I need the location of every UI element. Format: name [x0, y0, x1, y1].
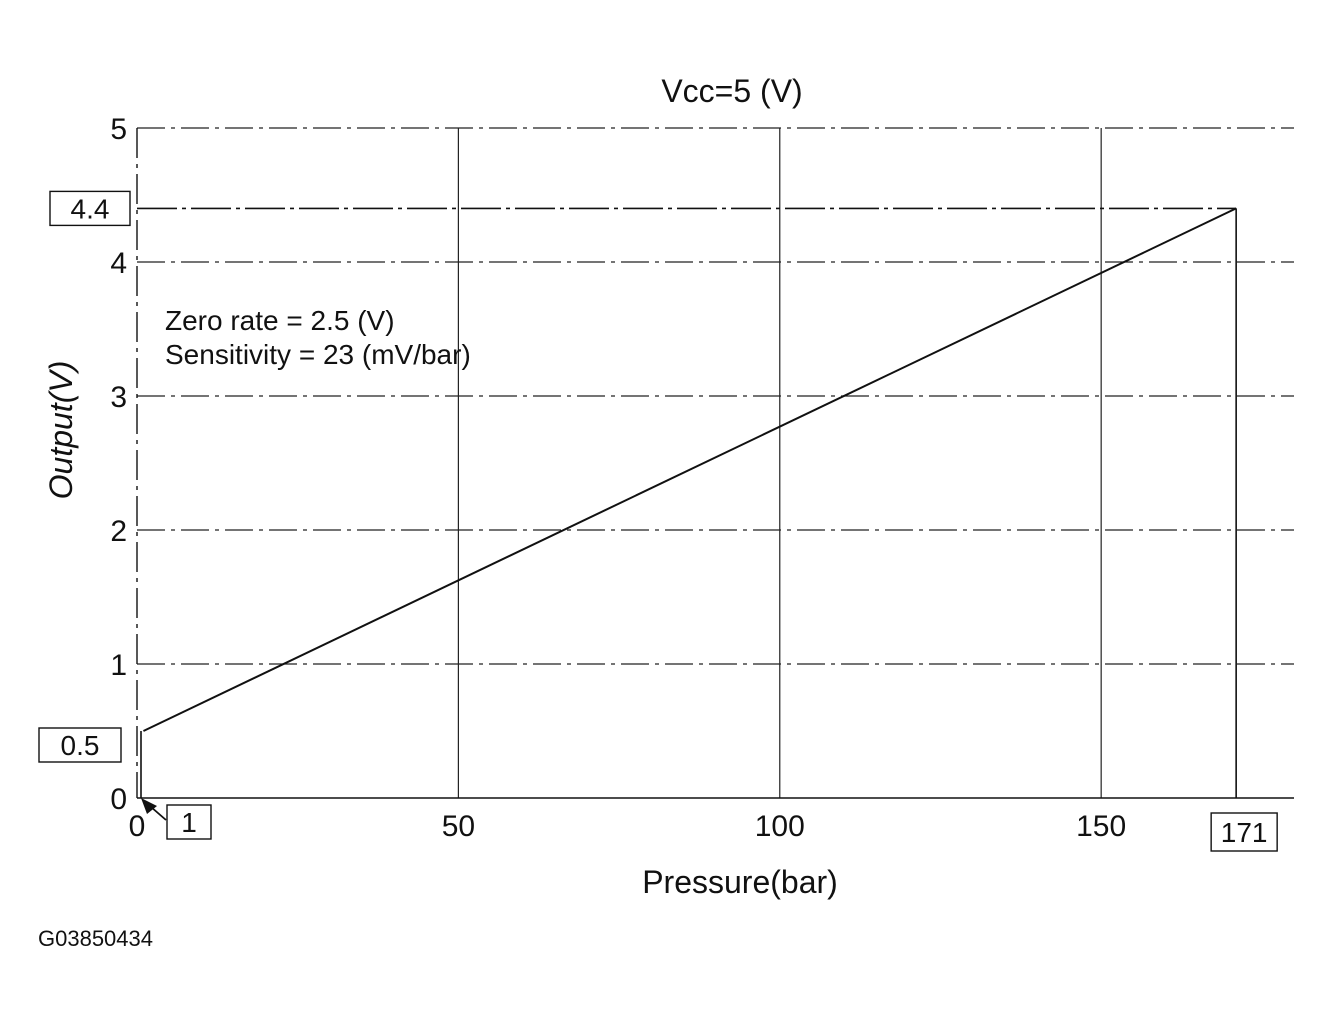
x-high-label: 171: [1210, 812, 1278, 852]
y-low-label-box: [38, 727, 122, 763]
series-layer: [142, 207, 1237, 732]
y-high-label-box: [49, 190, 131, 227]
x-low-label: 1: [166, 804, 212, 840]
tick-labels: 0 50 100 150 0 1 2 3 4 5: [110, 113, 1126, 843]
y-tick-label: 0: [110, 783, 127, 816]
sensitivity-annotation: Sensitivity = 23 (mV/bar): [165, 339, 471, 370]
grid: [137, 127, 1294, 798]
x-tick-label: 0: [129, 810, 146, 843]
x-high-label-box: [1210, 812, 1278, 852]
x-low-label-box: [166, 804, 212, 840]
y-tick-label: 3: [110, 381, 127, 414]
y-high-label: 4.4: [49, 190, 131, 227]
zero-rate-annotation: Zero rate = 2.5 (V): [165, 305, 395, 336]
x-tick-label: 150: [1076, 810, 1126, 843]
series-line: [142, 207, 1237, 732]
x-tick-label: 50: [442, 810, 475, 843]
y-low-label-text: 0.5: [61, 730, 100, 761]
x-tick-label: 100: [755, 810, 805, 843]
figure-code: G03850434: [38, 926, 153, 951]
origin-arrow-head: [141, 798, 157, 814]
y-axis-label: Output(V): [43, 361, 79, 500]
y-tick-label: 5: [110, 113, 127, 146]
x-low-label-text: 1: [181, 807, 197, 838]
y-tick-label: 2: [110, 515, 127, 548]
y-tick-label: 4: [110, 247, 127, 280]
y-low-label: 0.5: [38, 727, 122, 763]
y-high-label-text: 4.4: [71, 193, 110, 224]
y-tick-label: 1: [110, 649, 127, 682]
x-high-label-text: 171: [1221, 817, 1268, 848]
value-markers: 4.4 0.5 1 171: [38, 190, 1278, 852]
x-axis-label: Pressure(bar): [642, 864, 838, 900]
axes: [136, 128, 1294, 799]
chart-title: Vcc=5 (V): [661, 73, 802, 109]
